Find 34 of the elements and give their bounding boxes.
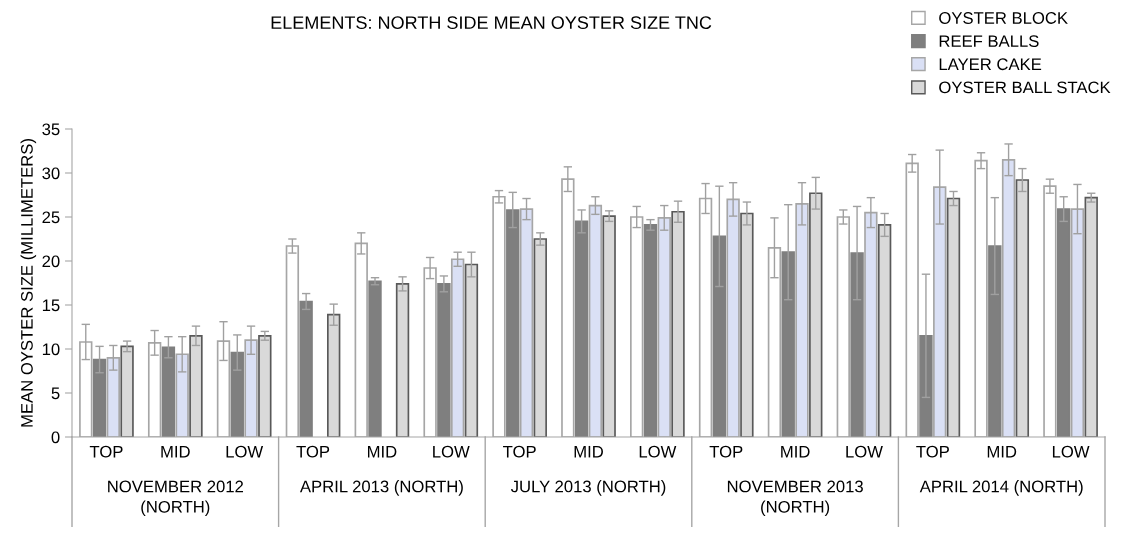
x-tick-label: MID [987,445,1017,458]
legend-label: OYSTER BALL STACK [939,81,1111,94]
y-tick-label: 35 [42,123,60,136]
y-tick-label: 15 [42,299,60,312]
x-tick-label: LOW [846,445,883,458]
x-tick-label: LOW [226,445,264,458]
y-axis-title: MEAN OYSTER SIZE (MILLIMETERS) [20,139,37,427]
text: APRIL 2014 (NORTH) [919,480,1083,496]
x-tick-label: TOP [89,445,123,458]
x-tick-label: MID [781,445,810,458]
x-tick-label: TOP [503,445,536,458]
x-tick-label: MID [161,445,190,458]
x-tick-label: LOW [1052,445,1090,458]
legend-label: LAYER CAKE [939,58,1042,71]
x-tick-label: TOP [296,445,330,458]
x-tick-label: LOW [433,445,470,458]
y-tick-label: 20 [42,255,60,268]
y-tick-label: 5 [51,387,60,400]
y-tick-label: 30 [42,167,60,180]
legend-label: OYSTER BLOCK [939,12,1068,24]
text: NOVEMBER 2013 (NORTH) [727,480,863,517]
y-tick-label: 25 [42,211,60,224]
text: JULY 2013 (NORTH) [510,480,666,496]
legend-label: REEF BALLS [939,35,1039,48]
text: APRIL 2013 (NORTH) [299,480,463,496]
y-tick-label: 0 [51,431,60,444]
y-tick-label: 10 [42,343,60,356]
chart-title: ELEMENTS: NORTH SIDE MEAN OYSTER SIZE TNC [271,16,712,30]
x-tick-label: LOW [639,445,677,458]
x-tick-label: TOP [709,445,743,458]
text: NOVEMBER 2012 (NORTH) [108,480,244,517]
x-tick-label: MID [367,445,397,458]
x-tick-label: MID [574,445,603,458]
x-tick-label: TOP [916,445,949,458]
